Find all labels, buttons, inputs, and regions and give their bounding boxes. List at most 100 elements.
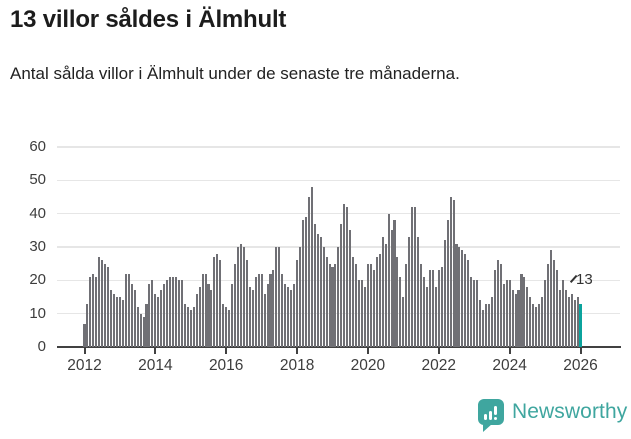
bar	[387, 213, 390, 347]
bar	[145, 303, 148, 347]
bar	[310, 187, 313, 347]
bar	[573, 300, 576, 347]
x-axis-label-2024: 2024	[492, 357, 527, 374]
bar	[225, 307, 228, 347]
bar	[487, 303, 491, 347]
x-tick-2014	[154, 348, 157, 354]
bar	[384, 243, 387, 347]
y-axis-label-10: 10	[29, 304, 46, 322]
bar	[242, 247, 245, 347]
bar	[414, 207, 417, 347]
bar	[552, 260, 555, 347]
x-axis-label-2026: 2026	[563, 357, 598, 374]
bar	[296, 260, 299, 347]
bar	[124, 273, 127, 347]
bar	[529, 297, 532, 347]
bar	[269, 273, 272, 347]
bar	[493, 270, 496, 347]
bar	[166, 280, 169, 347]
bar	[228, 310, 231, 347]
bar	[564, 290, 567, 347]
gridline-y40	[57, 212, 620, 215]
bar	[104, 263, 107, 347]
bar	[313, 223, 316, 347]
bar	[546, 263, 550, 347]
y-axis-label-20: 20	[29, 271, 46, 289]
bar	[440, 267, 443, 347]
bar	[369, 263, 372, 347]
bar	[251, 290, 254, 347]
bar	[298, 247, 302, 347]
bar	[163, 283, 166, 347]
y-axis-label-40: 40	[29, 204, 46, 222]
bar	[115, 297, 119, 347]
bar	[544, 280, 547, 347]
bar	[110, 290, 113, 347]
y-axis-label-0: 0	[37, 338, 46, 355]
bar	[154, 293, 157, 347]
bar	[393, 220, 396, 347]
bar	[467, 260, 470, 347]
bar	[399, 277, 402, 347]
bar	[452, 200, 455, 347]
x-tick-2026	[579, 348, 582, 354]
bar	[127, 273, 130, 347]
bar	[331, 267, 334, 347]
bar	[328, 263, 331, 347]
bar	[479, 300, 482, 347]
x-axis-label-2012: 2012	[67, 357, 102, 374]
bar	[293, 283, 296, 347]
bar	[172, 277, 175, 347]
bar	[508, 280, 511, 347]
bar	[390, 230, 393, 347]
bar	[98, 257, 101, 347]
bar	[160, 290, 163, 347]
bar	[272, 270, 275, 347]
x-axis-label-2016: 2016	[208, 357, 244, 374]
bar	[177, 280, 181, 347]
x-tick-2018	[296, 348, 299, 354]
bar	[319, 237, 322, 347]
bar	[541, 297, 544, 347]
bar	[378, 253, 381, 347]
bar	[532, 303, 535, 347]
bar	[245, 260, 248, 347]
bar	[234, 263, 237, 347]
bar	[112, 293, 116, 347]
bar	[239, 243, 243, 347]
bar	[337, 247, 340, 347]
bar	[248, 287, 251, 347]
bar	[558, 290, 561, 347]
bar	[307, 197, 310, 347]
bar	[538, 303, 541, 347]
x-tick-2024	[508, 348, 511, 354]
bar	[236, 247, 240, 347]
bar	[322, 247, 325, 347]
bar	[263, 293, 266, 347]
bar	[555, 270, 558, 347]
logo-exclamation-stroke	[494, 406, 497, 415]
bar	[325, 257, 328, 347]
x-axis-label-2022: 2022	[421, 357, 457, 374]
bar	[207, 283, 210, 347]
bar	[266, 283, 269, 347]
bar	[366, 263, 369, 347]
bar	[470, 277, 473, 347]
bar	[408, 237, 411, 347]
bar	[334, 263, 337, 347]
gridline-y60	[57, 146, 620, 148]
bar	[130, 283, 133, 347]
bar	[231, 283, 234, 347]
bar	[278, 247, 281, 347]
y-axis-label-60: 60	[29, 138, 46, 155]
bar	[340, 223, 343, 347]
page-title: 13 villor såldes i Älmhult	[10, 6, 287, 33]
bar	[502, 283, 505, 347]
bar	[464, 253, 467, 347]
x-tick-2022	[437, 348, 440, 354]
bar	[284, 283, 287, 347]
bar	[375, 257, 378, 347]
y-axis-label-50: 50	[29, 171, 46, 189]
bar	[92, 273, 95, 347]
